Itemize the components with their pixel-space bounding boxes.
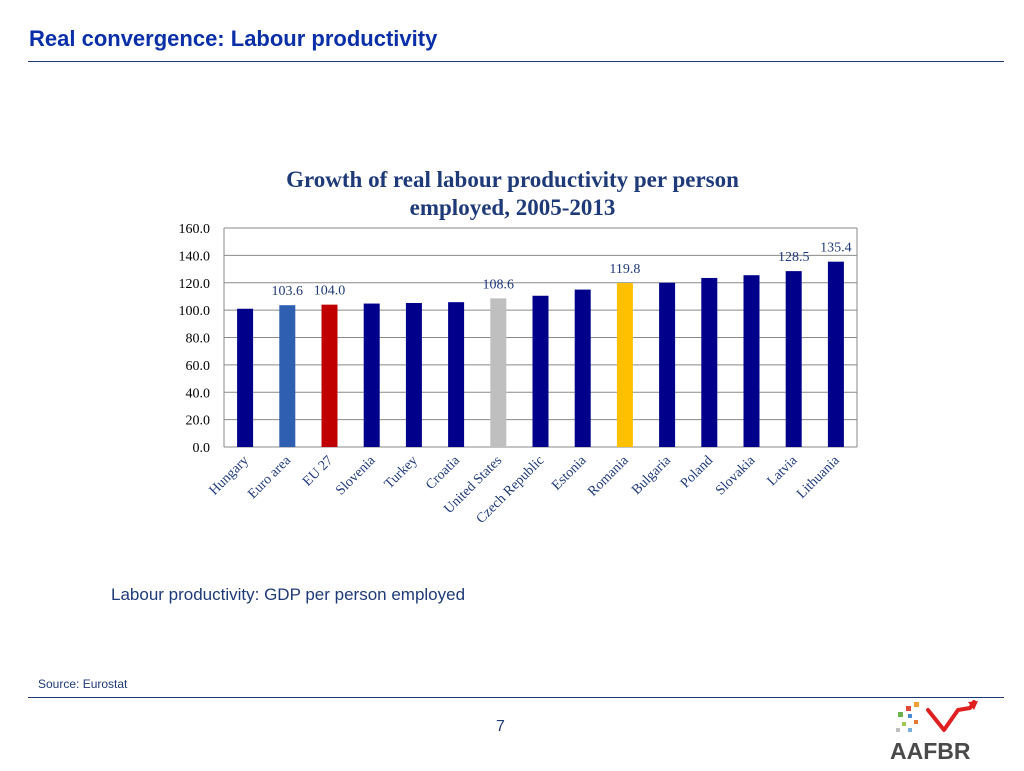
y-tick-label: 160.0	[179, 222, 211, 237]
page-number: 7	[496, 718, 505, 735]
bar-latvia	[785, 271, 802, 447]
y-tick-label: 140.0	[179, 249, 211, 264]
bar-euro-area	[279, 305, 296, 447]
x-tick-label: EU 27	[300, 453, 336, 489]
y-tick-label: 80.0	[186, 332, 211, 347]
x-tick-label: Croatia	[423, 453, 463, 493]
y-tick-label: 60.0	[186, 359, 211, 374]
slide-title: Real convergence: Labour productivity	[29, 26, 438, 51]
bar-poland	[701, 277, 718, 447]
y-tick-label: 120.0	[179, 277, 211, 292]
data-label: 135.4	[820, 241, 852, 256]
data-label: 104.0	[314, 284, 346, 299]
y-tick-label: 0.0	[193, 441, 211, 456]
bar-lithuania	[827, 261, 844, 447]
footer-divider	[28, 697, 1004, 698]
y-tick-label: 40.0	[186, 386, 211, 401]
x-tick-label: Turkey	[382, 453, 421, 492]
x-tick-label: Poland	[678, 453, 716, 491]
source-note: Source: Eurostat	[38, 677, 128, 691]
bar-croatia	[448, 302, 465, 447]
aafbr-logo: AAFBR	[884, 700, 984, 766]
x-tick-label: Slovakia	[713, 453, 759, 499]
bar-hungary	[237, 308, 254, 447]
x-tick-label: Estonia	[549, 453, 590, 494]
chart-title-line-2: employed, 2005-2013	[409, 195, 616, 220]
bar-bulgaria	[659, 282, 676, 447]
chart-caption: Labour productivity: GDP per person empl…	[111, 585, 466, 604]
x-tick-label: Bulgaria	[629, 453, 674, 498]
x-tick-label: Lithuania	[794, 453, 843, 502]
bar-czech-republic	[532, 295, 549, 447]
bar-turkey	[405, 303, 422, 447]
y-tick-label: 100.0	[179, 304, 211, 319]
x-tick-label: Latvia	[765, 453, 801, 489]
x-tick-label: Slovenia	[333, 453, 379, 499]
bar-united-states	[490, 298, 507, 447]
data-label: 108.6	[483, 277, 515, 292]
data-label: 103.6	[272, 284, 304, 299]
bar-estonia	[574, 289, 591, 447]
x-tick-label: Romania	[585, 453, 632, 500]
logo-mark-icon	[896, 700, 978, 732]
y-tick-label: 20.0	[186, 414, 211, 429]
chart-title: Growth of real labour productivity per p…	[225, 166, 800, 222]
x-tick-label: Euro area	[245, 453, 294, 502]
chart-title-line-1: Growth of real labour productivity per p…	[286, 167, 739, 192]
title-divider	[28, 61, 1004, 62]
data-label: 128.5	[778, 250, 810, 265]
data-label: 119.8	[609, 262, 640, 277]
bar-romania	[616, 283, 633, 447]
bar-eu-27	[321, 304, 338, 447]
bar-slovakia	[743, 275, 760, 447]
logo-text: AAFBR	[890, 738, 971, 764]
bar-slovenia	[363, 303, 380, 447]
